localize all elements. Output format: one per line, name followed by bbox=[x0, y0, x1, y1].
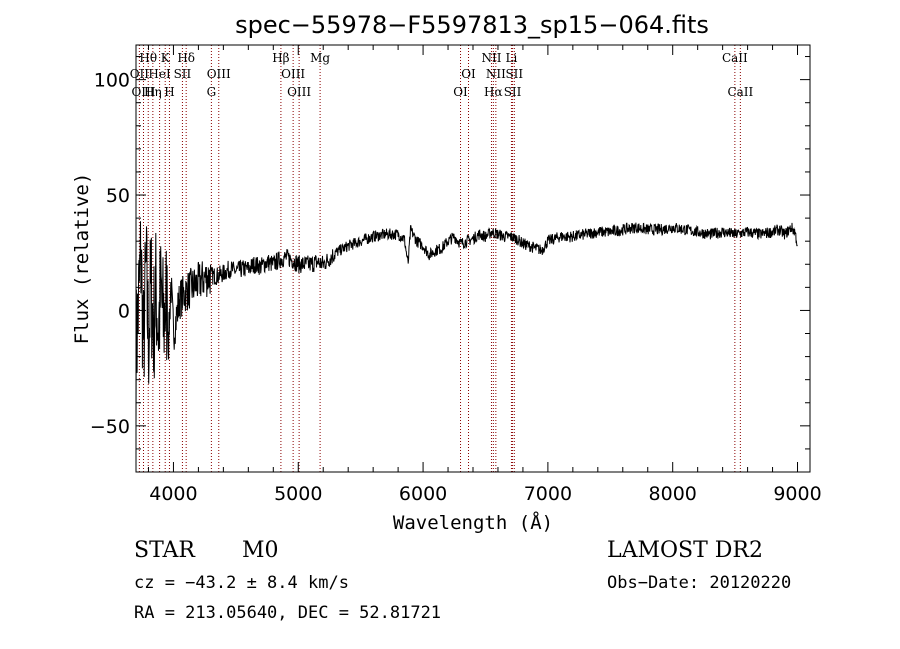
spectral-line-label-20: OIII bbox=[287, 85, 311, 99]
spectral-line-label-15: SII bbox=[505, 67, 523, 81]
spectral-line-label-7: CaII bbox=[722, 51, 748, 65]
x-tick-label: 4000 bbox=[149, 483, 197, 505]
spectral-line-markers bbox=[138, 45, 741, 472]
spectrum-series-line bbox=[135, 221, 798, 425]
spectral-line-label-19: G bbox=[207, 85, 217, 99]
chart-title: spec−55978−F5597813_sp15−064.fits bbox=[235, 11, 709, 39]
observation-date: Obs−Date: 20120220 bbox=[607, 573, 792, 593]
x-tick-label: 8000 bbox=[649, 483, 697, 505]
y-tick-label: −50 bbox=[90, 416, 130, 438]
x-tick-label: 9000 bbox=[773, 483, 821, 505]
y-tick-label: 0 bbox=[118, 300, 130, 322]
spectral-line-label-10: SII bbox=[174, 67, 192, 81]
y-tick-label: 50 bbox=[106, 185, 130, 207]
velocity-readout: cz = −43.2 ± 8.4 km/s bbox=[134, 573, 349, 593]
spectral-line-label-14: NII bbox=[486, 67, 506, 81]
spectral-line-label-13: OI bbox=[461, 67, 476, 81]
spectral-line-label-11: OIII bbox=[207, 67, 231, 81]
spectral-line-label-3: Hβ bbox=[272, 51, 289, 65]
spectral-line-label-12: OIII bbox=[281, 67, 305, 81]
spectral-line-label-21: OI bbox=[453, 85, 468, 99]
spectral-line-label-16: OIII bbox=[131, 85, 155, 99]
spectral-line-label-6: Li bbox=[506, 51, 518, 65]
spectral-line-label-5: NII bbox=[481, 51, 501, 65]
plot-frame bbox=[135, 44, 811, 473]
axis-ticks: 4000 5000 6000 7000 8000 9000 −50 0 50 100 bbox=[90, 45, 822, 505]
spectral-line-label-17: Hη bbox=[144, 85, 162, 99]
spectral-line-label-1: K bbox=[161, 51, 171, 65]
spectral-line-label-4: Mg bbox=[310, 51, 330, 65]
spectral-line-label-23: SII bbox=[504, 85, 522, 99]
spectral-line-label-2: Hδ bbox=[177, 51, 195, 65]
x-axis-label: Wavelength (Å) bbox=[393, 511, 553, 534]
x-tick-label: 6000 bbox=[399, 483, 447, 505]
spectral-line-label-24: CaII bbox=[727, 85, 753, 99]
y-axis-label: Flux (relative) bbox=[71, 173, 93, 345]
spectral-line-label-0: Hθ bbox=[139, 51, 157, 65]
spectral-line-label-9: HeI bbox=[148, 67, 171, 81]
x-tick-label: 5000 bbox=[274, 483, 322, 505]
spectral-line-label-22: Hα bbox=[484, 85, 503, 99]
coordinates-readout: RA = 213.05640, DEC = 52.81721 bbox=[134, 603, 442, 623]
spectral-line-label-8: OII bbox=[130, 67, 150, 81]
survey-name: LAMOST DR2 bbox=[607, 538, 763, 563]
object-subclass: M0 bbox=[242, 538, 279, 563]
x-tick-label: 7000 bbox=[524, 483, 572, 505]
y-tick-label: 100 bbox=[94, 70, 130, 92]
spectral-line-label-18: H bbox=[164, 85, 174, 99]
object-class: STAR bbox=[134, 538, 195, 563]
